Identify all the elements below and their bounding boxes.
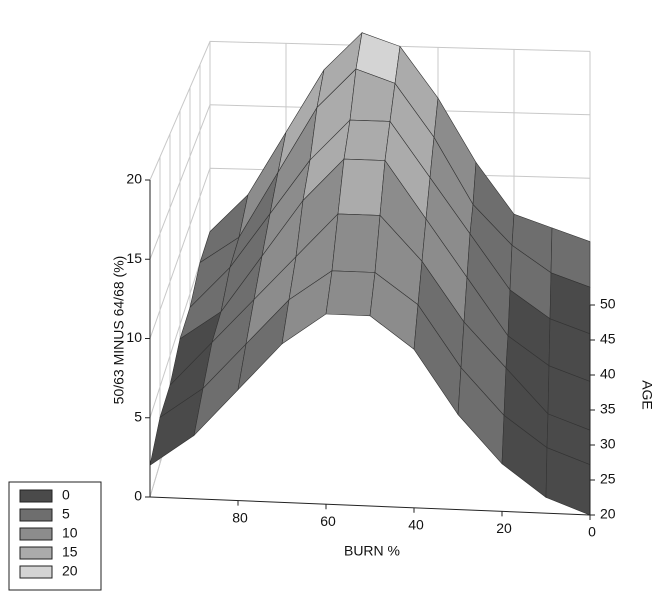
y-tick-label: 40 xyxy=(600,366,616,382)
x-axis xyxy=(149,496,591,516)
surface-cell xyxy=(343,119,391,161)
x-tick-label: 60 xyxy=(320,513,336,529)
grid-line xyxy=(149,40,591,181)
surface-cell xyxy=(337,158,386,216)
z-tick-label: 5 xyxy=(134,408,142,424)
y-tick-label: 20 xyxy=(600,506,616,522)
legend-label: 5 xyxy=(62,506,70,522)
legend-swatch xyxy=(19,565,53,579)
z-tick-label: 20 xyxy=(126,171,142,187)
z-tick-label: 0 xyxy=(134,488,142,504)
x-tick-label: 0 xyxy=(588,524,596,540)
legend-label: 15 xyxy=(62,544,78,560)
z-tick-label: 10 xyxy=(126,329,142,345)
z-tick-label: 15 xyxy=(126,250,142,266)
legend-swatch xyxy=(19,527,53,541)
legend-label: 0 xyxy=(62,487,70,503)
legend-swatch xyxy=(19,489,53,503)
x-axis-label: BURN % xyxy=(344,543,400,559)
legend-swatch xyxy=(19,546,53,560)
surface-cell xyxy=(331,213,381,273)
y-tick-label: 30 xyxy=(600,436,616,452)
x-tick-label: 40 xyxy=(408,517,424,533)
y-tick-label: 35 xyxy=(600,401,616,417)
grid-line xyxy=(149,104,591,260)
x-tick-label: 80 xyxy=(232,509,248,525)
surface-cell xyxy=(325,270,376,317)
y-axis-label: AGE xyxy=(639,380,652,410)
legend-swatch xyxy=(19,508,53,522)
y-tick-label: 50 xyxy=(600,296,616,312)
legend-label: 10 xyxy=(62,525,78,541)
y-tick-label: 25 xyxy=(600,471,616,487)
y-tick-label: 45 xyxy=(600,331,616,347)
x-tick-label: 20 xyxy=(496,520,512,536)
legend-label: 20 xyxy=(62,563,78,579)
z-axis-label: 50/63 MINUS 64/68 (%) xyxy=(111,256,127,405)
